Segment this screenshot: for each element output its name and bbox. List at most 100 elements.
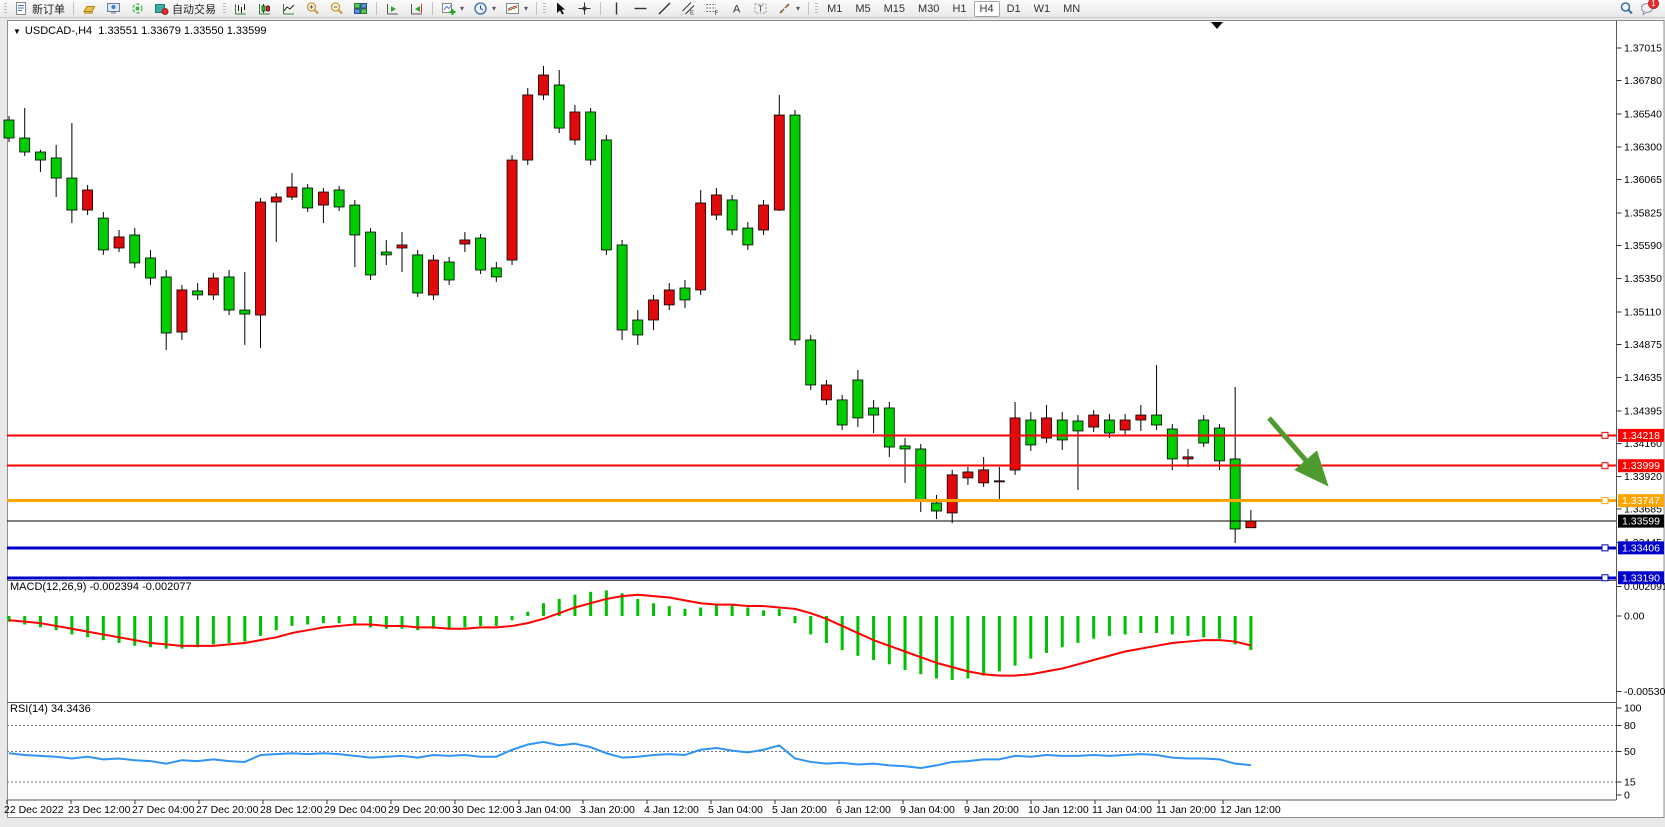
candle-body (663, 289, 675, 306)
candle-body (852, 379, 864, 419)
candle-body (1009, 417, 1021, 471)
search-icon[interactable] (1619, 1, 1634, 16)
text-label-tool-button[interactable]: T (749, 1, 772, 17)
candle-body (113, 236, 125, 249)
signals-button[interactable] (126, 1, 149, 17)
timeframe-m1[interactable]: M1 (821, 1, 848, 17)
svg-text:30 Dec 12:00: 30 Dec 12:00 (452, 804, 515, 816)
toolbar-grip (543, 2, 547, 15)
candle-body (270, 196, 282, 203)
new-order-button[interactable]: 新订单 (10, 1, 69, 17)
timeframe-h4[interactable]: H4 (973, 0, 1000, 17)
candle-body (789, 114, 801, 341)
periods-button[interactable]: ▾ (469, 1, 500, 17)
candle-body (1229, 458, 1241, 530)
svg-text:1.36780: 1.36780 (1624, 75, 1662, 87)
candle-body (475, 237, 487, 271)
svg-text:9 Jan 04:00: 9 Jan 04:00 (900, 804, 955, 816)
candle-body (679, 287, 691, 301)
tile-windows-button[interactable] (349, 1, 372, 17)
toolbar: 新订单 自动交易 (0, 0, 1665, 18)
candle-body (695, 202, 707, 291)
text-icon: A (733, 4, 741, 16)
level-handle[interactable] (1601, 497, 1609, 505)
metaquotes-button[interactable] (78, 1, 101, 17)
level-handle[interactable] (1601, 462, 1609, 470)
svg-text:1.35590: 1.35590 (1624, 240, 1662, 252)
bar-chart-button[interactable] (229, 1, 252, 17)
svg-text:5 Jan 04:00: 5 Jan 04:00 (708, 804, 763, 816)
candle-body (632, 319, 644, 336)
chart-shift-button[interactable] (405, 1, 428, 17)
candle-body (978, 469, 990, 484)
timeframe-m30[interactable]: M30 (912, 1, 945, 17)
candle-body (82, 189, 93, 211)
publisher-button[interactable] (102, 1, 125, 17)
svg-text:11 Jan 04:00: 11 Jan 04:00 (1092, 804, 1152, 816)
timeframe-w1[interactable]: W1 (1028, 1, 1057, 17)
svg-text:1.33747: 1.33747 (1622, 495, 1660, 507)
candle-body (50, 157, 62, 179)
fibonacci-tool-button[interactable]: F (701, 1, 724, 17)
trendline-tool-button[interactable] (653, 1, 676, 17)
candle-body (742, 227, 754, 246)
text-tool-button[interactable]: A (725, 1, 748, 17)
candle-body (396, 244, 408, 249)
zoom-out-button[interactable] (325, 1, 348, 17)
price-chart-svg: 1.37015 1.36780 1.36540 1.36300 1.36065 1.358… (3, 20, 1665, 818)
line-chart-button[interactable] (277, 1, 300, 17)
signal-icon (132, 3, 143, 14)
window-resize-area (0, 818, 1665, 827)
arrows-tool-button[interactable]: ▾ (773, 1, 804, 17)
equidistant-channel-tool-button[interactable]: E (677, 1, 700, 17)
candle-body (946, 474, 958, 514)
svg-text:22 Dec 2022: 22 Dec 2022 (4, 804, 64, 816)
template-icon (506, 3, 520, 14)
autotrade-button[interactable]: 自动交易 (150, 1, 220, 17)
fibonacci-icon: F (706, 4, 719, 16)
templates-dropdown-caret[interactable]: ▾ (524, 4, 529, 13)
templates-button[interactable]: ▾ (501, 1, 532, 17)
candle-body (522, 94, 534, 161)
candle-body (616, 244, 628, 331)
svg-text:1.35350: 1.35350 (1624, 273, 1662, 285)
level-handle[interactable] (1601, 431, 1609, 439)
periods-dropdown-caret[interactable]: ▾ (492, 4, 497, 13)
indicators-dropdown-caret[interactable]: ▾ (460, 4, 465, 13)
macd-indicator-label: MACD(12,26,9) -0.002394 -0.002077 (10, 581, 192, 593)
notifications-button[interactable]: 1 (1640, 0, 1659, 16)
level-handle[interactable] (1601, 574, 1609, 582)
auto-scroll-button[interactable] (381, 1, 404, 17)
indicators-button[interactable]: ▾ (437, 1, 468, 17)
horizontal-line-tool-button[interactable] (629, 1, 652, 17)
autotrade-icon (155, 4, 169, 15)
svg-text:1.36065: 1.36065 (1624, 174, 1662, 186)
timeframe-m15[interactable]: M15 (878, 1, 911, 17)
timeframe-m5[interactable]: M5 (849, 1, 876, 17)
level-handle[interactable] (1601, 544, 1609, 552)
candle-body (207, 277, 219, 296)
separator (73, 2, 74, 15)
macd-histogram (7, 590, 1253, 680)
svg-text:1.33999: 1.33999 (1622, 460, 1660, 472)
timeframe-d1[interactable]: D1 (1001, 1, 1027, 17)
zoom-in-button[interactable] (301, 1, 324, 17)
symbol-dropdown-icon[interactable]: ▼ (13, 26, 21, 36)
vertical-line-tool-button[interactable] (605, 1, 628, 17)
candle-body (931, 502, 942, 512)
candle-body (3, 119, 15, 139)
time-axis[interactable]: 22 Dec 2022 23 Dec 12:00 27 Dec 04:00 27 De… (4, 800, 1281, 816)
arrows-dropdown-caret[interactable]: ▾ (796, 4, 801, 13)
trend-arrow[interactable] (1267, 416, 1329, 487)
level-lines[interactable] (7, 431, 1616, 582)
candle-body (538, 74, 549, 96)
timeframe-mn[interactable]: MN (1057, 1, 1086, 17)
chart-window-frame (7, 20, 1665, 818)
candle-chart-button[interactable] (253, 1, 276, 17)
svg-text:15: 15 (1624, 776, 1636, 788)
timeframe-h1[interactable]: H1 (946, 1, 972, 17)
price-badges: 1.34218 1.33999 1.33747 1.33599 1.33406 1.331… (1618, 428, 1664, 585)
cursor-tool-button[interactable] (549, 1, 572, 17)
crosshair-tool-button[interactable] (573, 1, 596, 17)
